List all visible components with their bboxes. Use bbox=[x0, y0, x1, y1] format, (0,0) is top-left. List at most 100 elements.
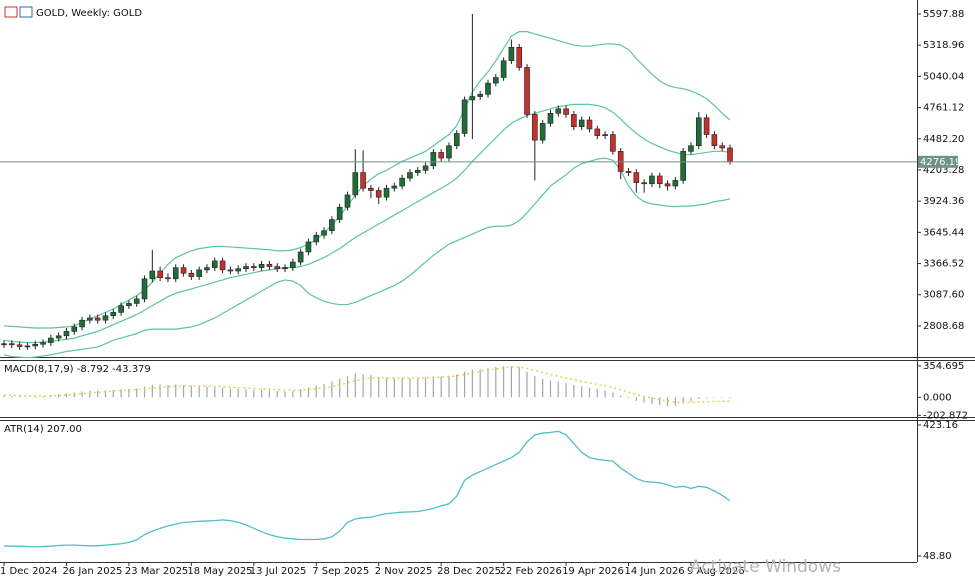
x-tick-label: 23 Mar 2025 bbox=[125, 566, 188, 577]
histogram-bar bbox=[354, 373, 356, 398]
candle-body bbox=[141, 278, 148, 300]
y-tick-label: 4761.12 bbox=[923, 103, 964, 114]
candle-body bbox=[711, 134, 718, 147]
candle-body bbox=[524, 67, 530, 115]
candle-body bbox=[688, 145, 694, 152]
candle-body bbox=[243, 266, 249, 270]
histogram-bar bbox=[323, 384, 325, 398]
candle-body bbox=[258, 263, 265, 268]
histogram-bar bbox=[214, 386, 216, 398]
histogram-bar bbox=[440, 376, 442, 398]
histogram-bar bbox=[378, 376, 380, 398]
candle-body bbox=[336, 206, 343, 220]
histogram-bar bbox=[713, 397, 715, 398]
candle-body bbox=[297, 251, 304, 263]
x-tick-label: 22 Feb 2026 bbox=[500, 566, 562, 577]
histogram-bar bbox=[674, 397, 676, 406]
candle-body bbox=[672, 180, 679, 187]
icon-box bbox=[19, 6, 33, 18]
y-tick-label: 3366.52 bbox=[923, 259, 964, 270]
last-price-label: 4276.19 bbox=[920, 157, 961, 168]
candle-body bbox=[219, 260, 226, 271]
y-tick-label: 4482.20 bbox=[923, 134, 964, 145]
histogram-bar bbox=[659, 397, 661, 406]
histogram-bar bbox=[393, 378, 395, 398]
histogram-bar bbox=[417, 377, 419, 398]
candle-body bbox=[586, 119, 593, 130]
indicator-line bbox=[3, 366, 731, 404]
candle-body bbox=[571, 114, 577, 128]
histogram-bar bbox=[221, 387, 224, 398]
candle-body bbox=[227, 269, 234, 272]
candle-body bbox=[414, 170, 421, 173]
histogram-bar bbox=[175, 384, 177, 398]
histogram-bar bbox=[19, 396, 21, 398]
histogram-bar bbox=[315, 385, 317, 398]
histogram-bar bbox=[182, 384, 185, 398]
bollinger-band bbox=[3, 103, 731, 344]
histogram-bar bbox=[471, 369, 473, 398]
histogram-bar bbox=[518, 367, 520, 398]
candle-body bbox=[695, 117, 702, 147]
x-tick-label: 28 Dec 2025 bbox=[437, 566, 501, 577]
candle-body bbox=[641, 182, 647, 185]
histogram-bar bbox=[268, 390, 271, 398]
histogram-bar bbox=[253, 389, 255, 398]
histogram-bar bbox=[237, 388, 239, 398]
indicator-line bbox=[3, 430, 731, 548]
histogram-bar bbox=[588, 387, 591, 398]
histogram-bar bbox=[143, 386, 146, 398]
candle-body bbox=[196, 269, 202, 277]
candle-body bbox=[32, 343, 39, 347]
histogram-bar bbox=[370, 375, 372, 398]
candle-body bbox=[477, 93, 483, 97]
bollinger-band bbox=[3, 157, 731, 359]
candle-body bbox=[727, 147, 733, 163]
histogram-bar bbox=[401, 378, 403, 398]
last-price-box bbox=[918, 155, 958, 168]
histogram-bar bbox=[198, 386, 200, 398]
candle-body bbox=[274, 266, 281, 270]
histogram-bar bbox=[573, 384, 575, 398]
candle-body bbox=[321, 230, 327, 236]
candle-body bbox=[430, 152, 437, 167]
histogram-bar bbox=[635, 397, 637, 401]
candle-body bbox=[375, 190, 382, 198]
candle-body bbox=[422, 165, 429, 171]
candle-body bbox=[9, 343, 15, 346]
x-tick-label: 19 Apr 2026 bbox=[562, 566, 624, 577]
candle-body bbox=[1, 343, 7, 346]
candle-body bbox=[94, 317, 101, 321]
histogram-bar bbox=[643, 397, 645, 403]
y-tick-label: 354.695 bbox=[923, 361, 964, 372]
candle-body bbox=[547, 112, 554, 124]
histogram-bar bbox=[682, 397, 684, 404]
candle-body bbox=[578, 119, 585, 128]
histogram-bar bbox=[97, 390, 99, 398]
indicator-title: ATR(14) 207.00 bbox=[4, 424, 82, 435]
chart-title: GOLD, Weekly: GOLD bbox=[36, 8, 142, 19]
histogram-bar bbox=[409, 378, 411, 398]
symbol-icon bbox=[4, 6, 33, 18]
candle-body bbox=[633, 172, 640, 183]
y-tick-label: 3087.60 bbox=[923, 290, 964, 301]
candle-body bbox=[63, 331, 70, 337]
y-tick-label: 48.80 bbox=[923, 551, 952, 562]
histogram-bar bbox=[542, 378, 544, 398]
candle-body bbox=[532, 114, 538, 141]
histogram-bar bbox=[261, 389, 263, 398]
candle-body bbox=[188, 272, 195, 277]
candle-body bbox=[87, 317, 93, 321]
histogram-bar bbox=[284, 391, 286, 398]
candle-body bbox=[24, 345, 31, 348]
candle-body bbox=[16, 344, 23, 347]
candle-body bbox=[493, 77, 499, 84]
candle-body bbox=[461, 99, 468, 134]
x-tick-label: 26 Jan 2025 bbox=[62, 566, 122, 577]
histogram-bar bbox=[89, 390, 91, 398]
histogram-bar bbox=[510, 365, 513, 398]
histogram-bar bbox=[526, 371, 528, 398]
x-tick-label: 1 Dec 2024 bbox=[0, 566, 58, 577]
candle-body bbox=[79, 319, 85, 328]
